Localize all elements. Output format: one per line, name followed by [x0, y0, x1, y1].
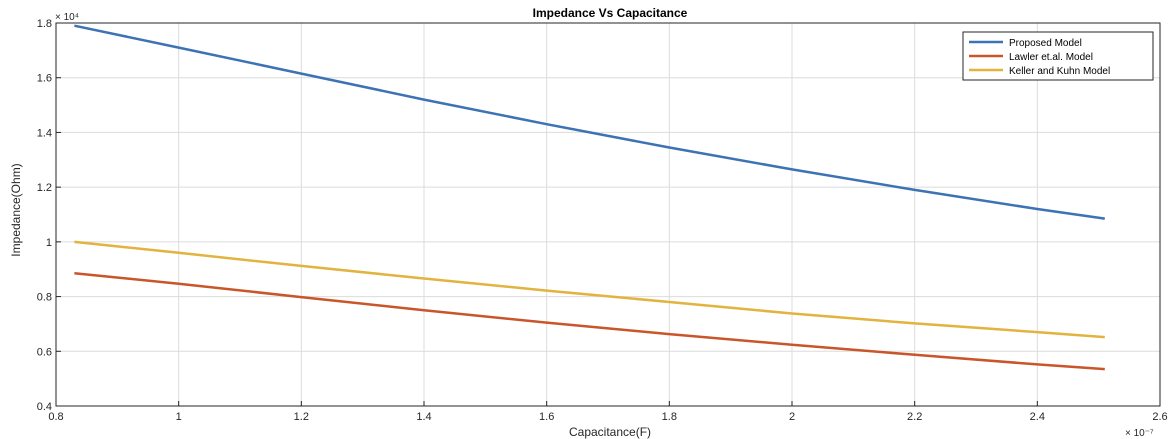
- y-tick-label: 1: [46, 237, 52, 249]
- y-tick-label: 1.2: [37, 182, 52, 194]
- y-tick-label: 1.4: [37, 127, 52, 139]
- y-axis-label: Impedance(Ohm): [9, 163, 23, 256]
- y-tick-label: 0.6: [37, 346, 52, 358]
- x-tick-label: 2: [789, 411, 795, 423]
- legend-label: Keller and Kuhn Model: [1009, 66, 1110, 77]
- x-tick-label: 1.6: [539, 411, 554, 423]
- y-axis-ticks: 0.4 0.6 0.8 1 1.2 1.4 1.6 1.8: [37, 18, 61, 413]
- y-tick-label: 0.8: [37, 292, 52, 304]
- plot-frame: [55, 22, 1161, 407]
- legend-label: Lawler et.al. Model: [1009, 52, 1093, 63]
- x-tick-label: 2.4: [1030, 411, 1045, 423]
- x-axis-label: Capacitance(F): [569, 425, 651, 439]
- series-line-1: [74, 272, 1105, 371]
- x-tick-label: 1: [176, 411, 182, 423]
- x-tick-label: 2.2: [907, 411, 922, 423]
- x-axis-ticks: 0.8 1 1.2 1.4 1.6 1.8 2 2.2 2.4 2.6: [48, 401, 1168, 423]
- x-tick-label: 1.2: [294, 411, 309, 423]
- y-tick-label: 1.6: [37, 73, 52, 85]
- legend: Proposed Model Lawler et.al. Model Keller …: [962, 31, 1154, 81]
- chart-title: Impedance Vs Capacitance: [533, 6, 688, 20]
- y-tick-label: 0.4: [37, 401, 52, 413]
- x-tick-label: 2.6: [1152, 411, 1167, 423]
- y-tick-label: 1.8: [37, 18, 52, 30]
- x-tick-label: 0.8: [48, 411, 63, 423]
- y-axis-multiplier: × 10⁴: [55, 12, 79, 23]
- legend-label: Proposed Model: [1009, 38, 1082, 49]
- series-line-2: [74, 240, 1105, 339]
- x-tick-label: 1.4: [416, 411, 431, 423]
- x-tick-label: 1.8: [662, 411, 677, 423]
- x-axis-multiplier: × 10⁻⁷: [1125, 428, 1154, 439]
- series-lines: [74, 24, 1105, 371]
- series-line-0: [74, 24, 1105, 220]
